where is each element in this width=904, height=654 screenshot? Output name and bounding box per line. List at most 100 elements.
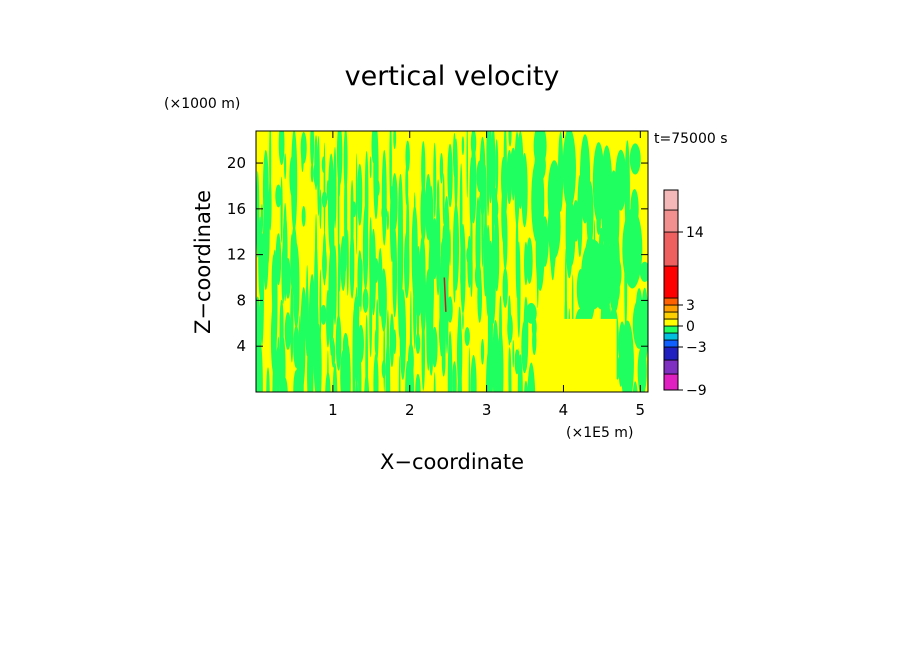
negative-cell [301, 335, 304, 392]
negative-cell [327, 350, 329, 392]
negative-cell [284, 312, 292, 350]
negative-cell [373, 258, 379, 283]
negative-cell [581, 239, 606, 310]
negative-cell [292, 226, 296, 246]
negative-cell [369, 156, 372, 179]
negative-cell [389, 313, 395, 368]
negative-cell [346, 229, 349, 296]
negative-cell [282, 377, 288, 392]
chart-title: vertical velocity [345, 61, 560, 92]
negative-cell [300, 287, 307, 348]
colorbar-tick-label: 14 [686, 225, 704, 241]
negative-cell [351, 201, 357, 218]
negative-cell [285, 257, 291, 299]
colorbar-band [663, 346, 679, 361]
x-axis-title: X−coordinate [380, 450, 524, 474]
negative-cell [314, 135, 318, 191]
negative-cell [357, 163, 363, 226]
x-tick-label: 1 [328, 401, 338, 419]
negative-cell [364, 373, 370, 392]
negative-cell [431, 326, 438, 368]
y-tick-label: 4 [236, 337, 246, 355]
colorbar-band [663, 231, 679, 267]
negative-cell [275, 184, 282, 208]
y-axis-title: Z−coordinate [191, 190, 215, 334]
negative-cell [503, 179, 507, 218]
negative-cell [357, 324, 364, 363]
negative-cell [477, 206, 480, 285]
negative-cell [347, 381, 349, 392]
negative-cell [355, 373, 359, 392]
negative-cell [358, 354, 362, 392]
negative-cell [620, 320, 634, 392]
negative-cell [386, 210, 389, 230]
y-axis: 4 8 12 16 20 [227, 154, 648, 355]
negative-cell [442, 173, 445, 225]
negative-cell [344, 180, 348, 272]
negative-cell [374, 179, 380, 197]
negative-cell [432, 218, 437, 241]
x-axis: 1 2 3 4 5 [328, 131, 645, 419]
colorbar-band [663, 373, 679, 391]
negative-cell [344, 343, 351, 392]
negative-cell [332, 363, 338, 392]
negative-cell [317, 135, 320, 217]
negative-cell [495, 139, 499, 196]
negative-cell [333, 146, 337, 229]
negative-cell [259, 243, 264, 346]
negative-cell [421, 141, 426, 198]
colorbar-band [663, 359, 679, 375]
negative-cell [329, 266, 333, 356]
colorbar-tick-label: 0 [686, 319, 695, 335]
negative-cell [280, 336, 286, 392]
negative-cell [441, 346, 446, 377]
negative-cell [478, 195, 481, 248]
negative-cell [632, 381, 638, 392]
negative-cell [466, 131, 469, 198]
negative-cell [468, 347, 471, 392]
negative-cell [487, 321, 494, 392]
negative-cell [398, 355, 401, 392]
negative-cell [430, 338, 433, 376]
negative-cell [365, 314, 368, 392]
negative-cell [507, 313, 513, 343]
negative-cell [558, 131, 564, 212]
negative-cell [508, 131, 512, 147]
negative-cell [433, 142, 437, 218]
negative-cell [400, 315, 406, 372]
negative-cell [622, 208, 643, 289]
negative-cell [641, 287, 648, 363]
negative-cell [439, 152, 444, 184]
negative-cell [511, 152, 516, 201]
x-tick-label: 4 [559, 401, 569, 419]
negative-cell [381, 149, 387, 246]
plot-frame [255, 130, 649, 393]
negative-cell [385, 352, 391, 392]
negative-cell [464, 327, 470, 346]
negative-cell [420, 183, 427, 243]
negative-cell [320, 304, 327, 325]
colorbar-band [663, 189, 679, 211]
negative-cell [449, 152, 451, 175]
negative-cell [532, 326, 537, 356]
colorbar-band [663, 265, 679, 299]
negative-cell [392, 226, 398, 318]
negative-cell [524, 380, 528, 392]
negative-cell [359, 259, 363, 294]
negative-cell [435, 195, 441, 296]
negative-cell [310, 163, 314, 183]
negative-cell [460, 263, 466, 293]
negative-cell [319, 194, 322, 220]
negative-cell [494, 228, 500, 292]
negative-cell [629, 143, 641, 175]
negative-cell [447, 296, 453, 323]
negative-cell [445, 257, 449, 354]
colorbar-band [663, 209, 679, 233]
negative-cell [635, 288, 643, 341]
negative-cell [300, 131, 307, 164]
negative-cell [415, 246, 421, 317]
negative-cell [462, 311, 464, 330]
negative-cell [447, 143, 453, 208]
negative-cell [526, 237, 533, 284]
